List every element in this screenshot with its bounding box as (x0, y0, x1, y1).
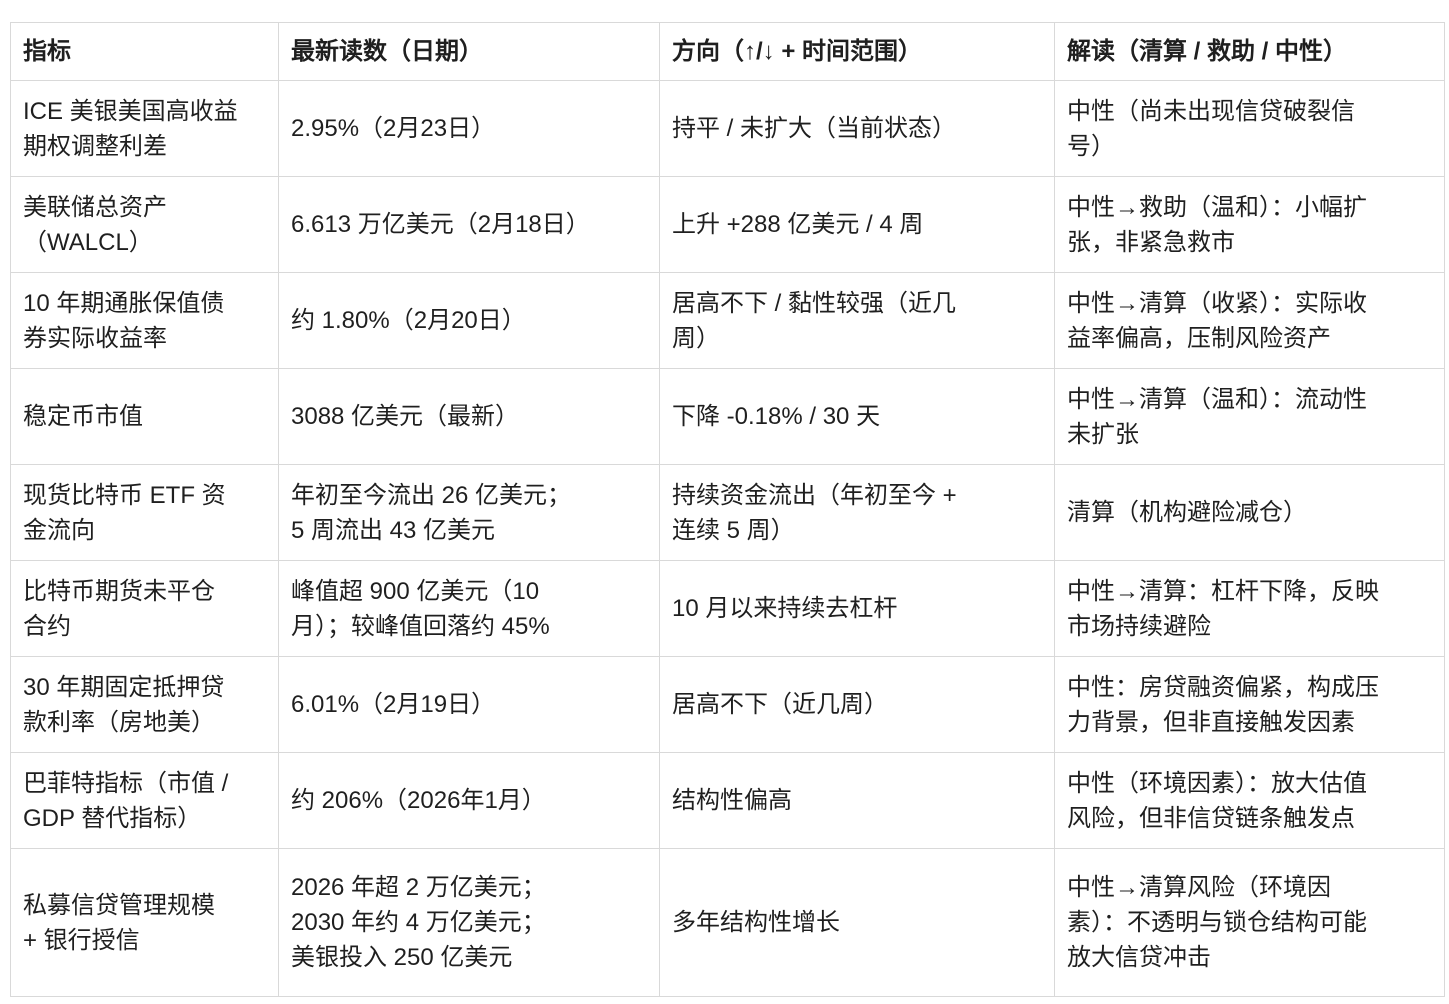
table-row: 10 年期通胀保值债 券实际收益率约 1.80%（2月20日） 居高不下 / 黏性… (10, 272, 1445, 369)
table-row: 比特币期货未平仓 合约 峰值超 900 亿美元（10 月）；较峰值回落约 45% 1… (10, 560, 1445, 657)
cell-direction: 上升 +288 亿美元 / 4 周 (659, 176, 1055, 273)
cell-indicator: ICE 美银美国高收益 期权调整利差 (10, 80, 279, 177)
cell-indicator: 10 年期通胀保值债 券实际收益率 (10, 272, 279, 369)
cell-direction: 下降 -0.18% / 30 天 (659, 368, 1055, 465)
cell-interpretation: 中性（环境因素）：放大估值 风险，但非信贷链条触发点 (1054, 752, 1445, 849)
cell-reading: 6.01%（2月19日） (278, 656, 660, 753)
cell-reading: 6.613 万亿美元（2月18日） (278, 176, 660, 273)
cell-indicator: 私募信贷管理规模 + 银行授信 (10, 848, 279, 997)
cell-reading: 峰值超 900 亿美元（10 月）；较峰值回落约 45% (278, 560, 660, 657)
table-body: ICE 美银美国高收益 期权调整利差 2.95%（2月23日） 持平 / 未扩大（当… (10, 80, 1445, 997)
table-row: 30 年期固定抵押贷 款利率（房地美） 6.01%（2月19日） 居高不下（近几周）… (10, 656, 1445, 753)
table-header: 指标 最新读数（日期） 方向（↑/↓ + 时间范围） 解读（清算 / 救助 / … (10, 22, 1445, 81)
cell-reading: 3088 亿美元（最新） (278, 368, 660, 465)
cell-reading: 2026 年超 2 万亿美元； 2030 年约 4 万亿美元； 美银投入 250… (278, 848, 660, 997)
cell-interpretation: 中性→救助（温和）：小幅扩 张，非紧急救市 (1054, 176, 1445, 273)
cell-indicator: 巴菲特指标（市值 / GDP 替代指标） (10, 752, 279, 849)
cell-direction: 多年结构性增长 (659, 848, 1055, 997)
cell-reading: 年初至今流出 26 亿美元； 5 周流出 43 亿美元 (278, 464, 660, 561)
table-row: 美联储总资产 （WALCL） 6.613 万亿美元（2月18日） 上升 +288 亿… (10, 176, 1445, 273)
table-row: 稳定币市值 3088 亿美元（最新） 下降 -0.18% / 30 天中性→清算（温… (10, 368, 1445, 465)
cell-direction: 10 月以来持续去杠杆 (659, 560, 1055, 657)
cell-interpretation: 中性→清算：杠杆下降，反映 市场持续避险 (1054, 560, 1445, 657)
cell-interpretation: 中性（尚未出现信贷破裂信 号） (1054, 80, 1445, 177)
cell-interpretation: 中性→清算风险（环境因 素）：不透明与锁仓结构可能 放大信贷冲击 (1054, 848, 1445, 997)
header-row: 指标 最新读数（日期） 方向（↑/↓ + 时间范围） 解读（清算 / 救助 / … (10, 22, 1445, 81)
cell-direction: 持平 / 未扩大（当前状态） (659, 80, 1055, 177)
table-row: 现货比特币 ETF 资 金流向 年初至今流出 26 亿美元； 5 周流出 43 亿… (10, 464, 1445, 561)
cell-direction: 居高不下（近几周） (659, 656, 1055, 753)
cell-indicator: 美联储总资产 （WALCL） (10, 176, 279, 273)
indicators-table: 指标 最新读数（日期） 方向（↑/↓ + 时间范围） 解读（清算 / 救助 / … (10, 22, 1445, 997)
cell-indicator: 稳定币市值 (10, 368, 279, 465)
cell-reading: 约 206%（2026年1月） (278, 752, 660, 849)
cell-interpretation: 中性→清算（收紧）：实际收 益率偏高，压制风险资产 (1054, 272, 1445, 369)
cell-direction: 居高不下 / 黏性较强（近几 周） (659, 272, 1055, 369)
table-row: 巴菲特指标（市值 / GDP 替代指标）约 206%（2026年1月） 结构性偏高… (10, 752, 1445, 849)
cell-reading: 约 1.80%（2月20日） (278, 272, 660, 369)
cell-reading: 2.95%（2月23日） (278, 80, 660, 177)
cell-indicator: 比特币期货未平仓 合约 (10, 560, 279, 657)
table-row: 私募信贷管理规模 + 银行授信 2026 年超 2 万亿美元； 2030 年约 4… (10, 848, 1445, 997)
cell-indicator: 现货比特币 ETF 资 金流向 (10, 464, 279, 561)
header-cell-indicator: 指标 (10, 22, 279, 81)
cell-interpretation: 中性→清算（温和）：流动性 未扩张 (1054, 368, 1445, 465)
header-cell-reading: 最新读数（日期） (278, 22, 660, 81)
indicators-table-container: 指标 最新读数（日期） 方向（↑/↓ + 时间范围） 解读（清算 / 救助 / … (10, 22, 1445, 997)
header-cell-direction: 方向（↑/↓ + 时间范围） (659, 22, 1055, 81)
cell-direction: 持续资金流出（年初至今 + 连续 5 周） (659, 464, 1055, 561)
header-cell-interpretation: 解读（清算 / 救助 / 中性） (1054, 22, 1445, 81)
cell-interpretation: 清算（机构避险减仓） (1054, 464, 1445, 561)
cell-interpretation: 中性：房贷融资偏紧，构成压 力背景，但非直接触发因素 (1054, 656, 1445, 753)
table-row: ICE 美银美国高收益 期权调整利差 2.95%（2月23日） 持平 / 未扩大（当… (10, 80, 1445, 177)
cell-indicator: 30 年期固定抵押贷 款利率（房地美） (10, 656, 279, 753)
cell-direction: 结构性偏高 (659, 752, 1055, 849)
